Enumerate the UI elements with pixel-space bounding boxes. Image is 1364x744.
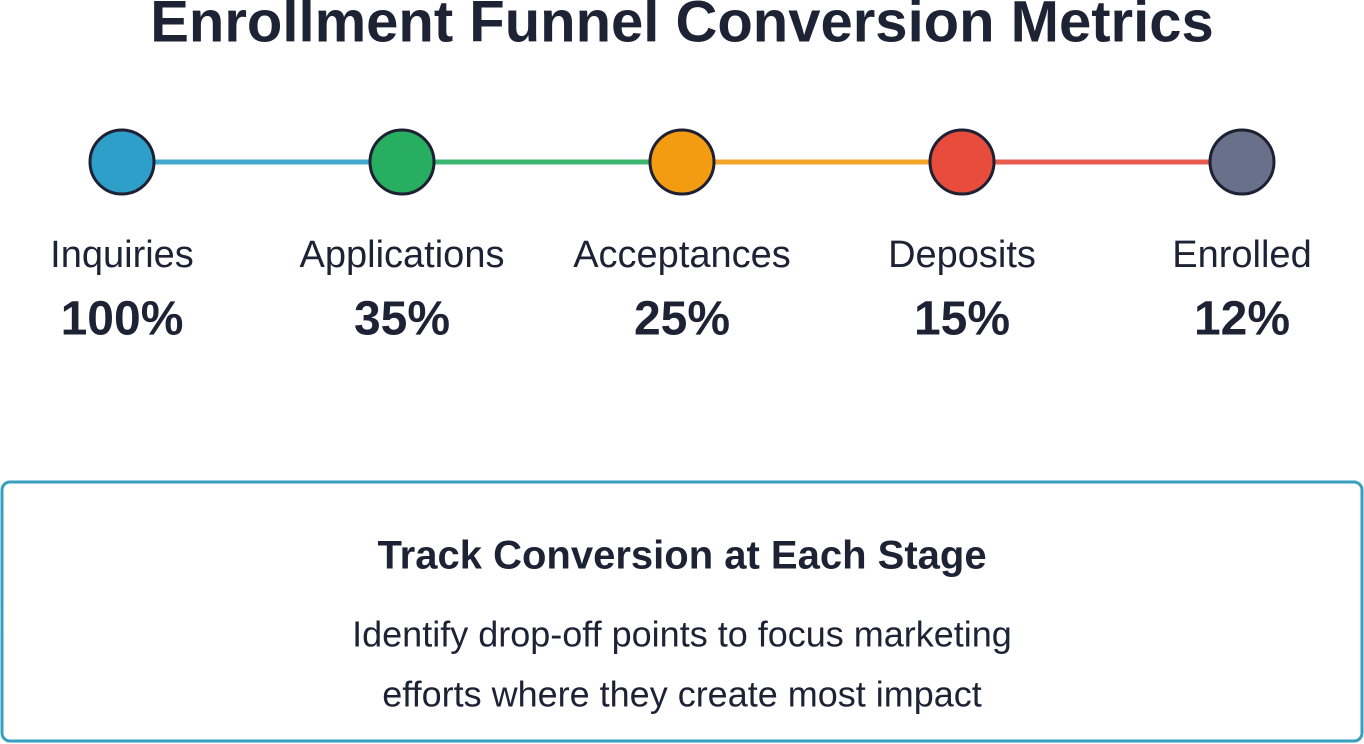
stage-dot xyxy=(928,128,996,196)
stage-label: Acceptances xyxy=(573,234,791,276)
stage-label: Enrolled xyxy=(1172,234,1311,276)
callout-title: Track Conversion at Each Stage xyxy=(377,534,986,578)
stage-label: Applications xyxy=(300,234,505,276)
stage-value: 25% xyxy=(634,293,730,346)
stage-dot xyxy=(88,128,156,196)
stage-label: Deposits xyxy=(888,234,1036,276)
stage-value: 35% xyxy=(354,293,450,346)
stage-dot xyxy=(368,128,436,196)
stage-label: Inquiries xyxy=(50,234,194,276)
stage-dot xyxy=(648,128,716,196)
stage-value: 100% xyxy=(61,293,184,346)
page-title: Enrollment Funnel Conversion Metrics xyxy=(150,0,1213,54)
stage-dot xyxy=(1208,128,1276,196)
callout-line: Identify drop-off points to focus market… xyxy=(352,614,1012,655)
callout-box xyxy=(0,480,1364,743)
stage-value: 15% xyxy=(914,293,1010,346)
callout-line: efforts where they create most impact xyxy=(382,674,982,715)
stage-value: 12% xyxy=(1194,293,1290,346)
stages: Inquiries 100% Applications 35% Acceptances 2… xyxy=(50,128,1312,346)
